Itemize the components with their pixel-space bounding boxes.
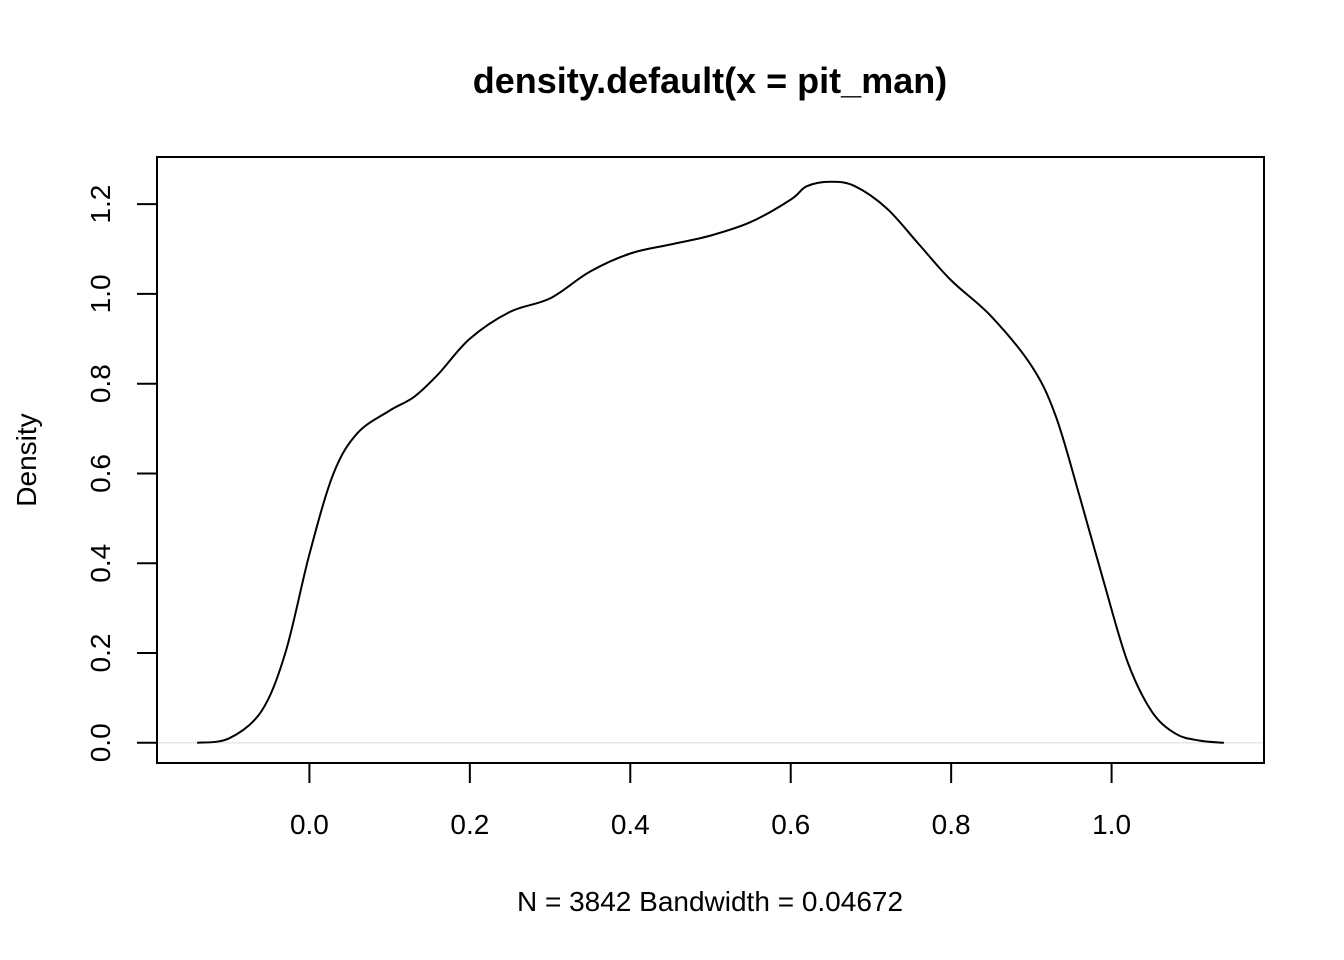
x-tick-label: 1.0 bbox=[1092, 809, 1131, 840]
y-tick-label: 0.8 bbox=[85, 364, 116, 403]
x-tick-label: 0.4 bbox=[611, 809, 650, 840]
y-tick-label: 0.2 bbox=[85, 634, 116, 673]
y-tick-label: 0.0 bbox=[85, 723, 116, 762]
x-tick-label: 0.8 bbox=[932, 809, 971, 840]
x-axis-label: N = 3842 Bandwidth = 0.04672 bbox=[517, 886, 903, 917]
y-tick-label: 0.6 bbox=[85, 454, 116, 493]
x-tick-label: 0.0 bbox=[290, 809, 329, 840]
y-tick-label: 0.4 bbox=[85, 544, 116, 583]
plot-box bbox=[156, 156, 1265, 764]
x-tick-label: 0.6 bbox=[771, 809, 810, 840]
x-tick-label: 0.2 bbox=[450, 809, 489, 840]
y-axis: 0.0 0.2 0.4 0.6 0.8 1.0 1.2 bbox=[85, 185, 158, 762]
y-axis-label: Density bbox=[11, 413, 42, 506]
density-curve bbox=[196, 180, 1224, 744]
y-tick-label: 1.0 bbox=[85, 274, 116, 313]
x-axis: 0.0 0.2 0.4 0.6 0.8 1.0 bbox=[290, 762, 1131, 840]
y-tick-label: 1.2 bbox=[85, 185, 116, 224]
chart-title: density.default(x = pit_man) bbox=[473, 60, 947, 101]
